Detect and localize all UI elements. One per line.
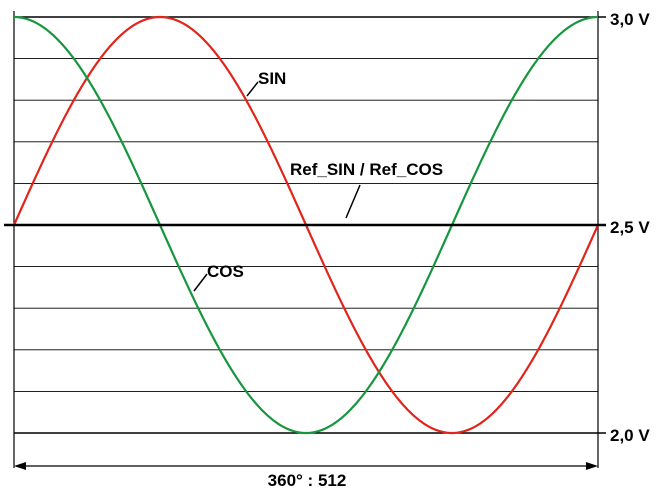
y-tick-label-2-5v: 2,5 V <box>610 218 650 237</box>
chart-frame <box>13 11 599 468</box>
callout-leader-cos <box>193 273 208 292</box>
reference-label: Ref_SIN / Ref_COS <box>290 160 443 179</box>
series-label-sin: SIN <box>258 69 286 88</box>
period-arrow-head-right <box>586 462 598 470</box>
callout-leader-sin <box>246 81 259 97</box>
series-line-cos <box>13 15 599 435</box>
y-tick-label-3v: 3,0 V <box>610 10 650 29</box>
signal-curves <box>4 15 606 435</box>
y-tick-label-2v: 2,0 V <box>610 426 650 445</box>
callout-leaders <box>193 81 361 292</box>
callout-leader-reference <box>345 184 361 219</box>
period-dimension-arrow <box>14 462 598 470</box>
period-label: 360° : 512 <box>268 471 347 490</box>
grid-lines <box>14 16 606 434</box>
series-label-cos: COS <box>207 262 244 281</box>
period-arrow-head-left <box>14 462 26 470</box>
